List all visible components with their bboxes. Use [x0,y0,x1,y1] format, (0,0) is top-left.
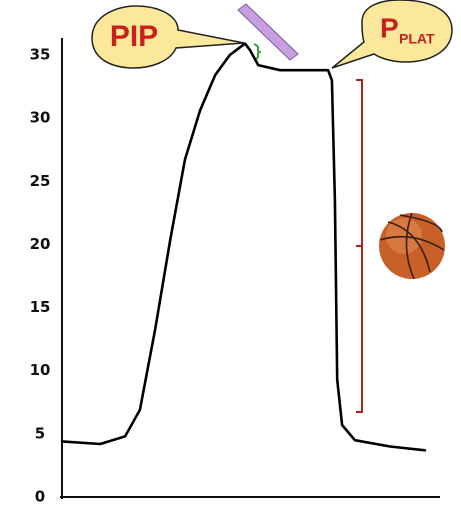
green-brace [253,43,262,61]
stick-icon [237,3,299,61]
pplat-bubble [331,0,453,69]
red-bracket [356,79,363,413]
y-tick-label: 30 [30,109,51,127]
y-tick-label: 35 [30,46,51,64]
y-tick-label: 10 [30,361,51,379]
p-label: P [380,12,399,43]
pip-label: PIP [110,20,158,53]
basketball-icon [379,212,445,280]
y-tick-label: 5 [35,424,45,442]
pressure-line [60,42,427,452]
y-tick-label: 25 [30,172,51,190]
y-tick-label: 20 [30,235,51,253]
y-tick-label: 15 [30,298,51,316]
y-tick-label: 0 [35,488,45,506]
plat-label: PLAT [399,31,435,47]
